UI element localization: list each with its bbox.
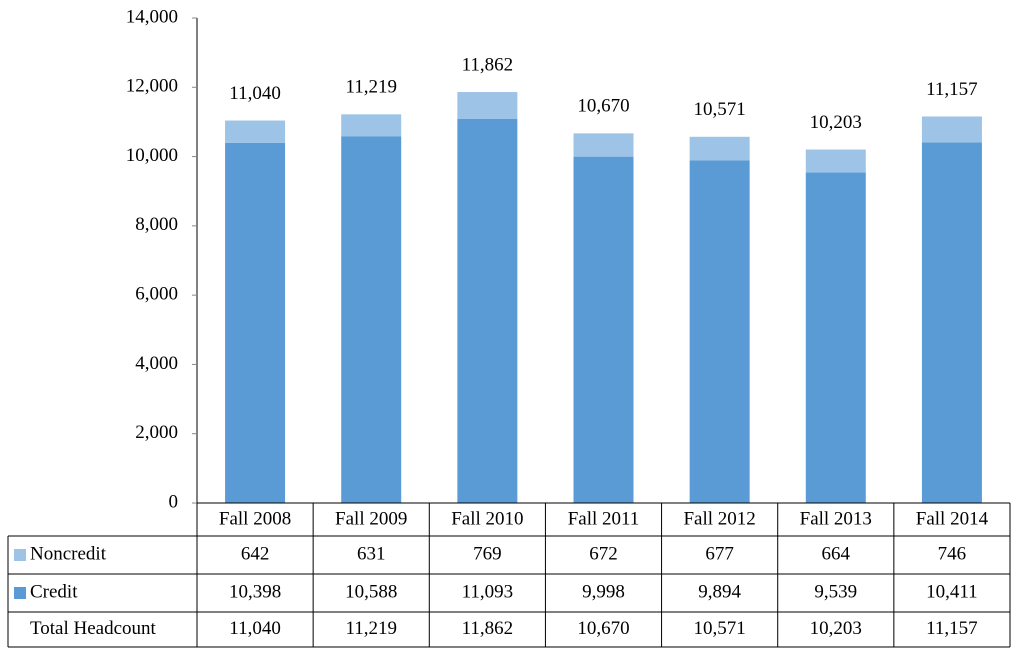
table-cell: 746 xyxy=(938,543,967,564)
bar-segment xyxy=(341,114,402,137)
table-cell: 10,588 xyxy=(345,581,397,602)
bar-segment xyxy=(225,120,286,143)
x-tick-label: Fall 2014 xyxy=(916,508,989,529)
table-cell: 11,040 xyxy=(229,618,281,639)
table-cell: 10,571 xyxy=(694,618,746,639)
bar-segment xyxy=(921,116,982,143)
legend-swatch xyxy=(14,549,26,561)
table-cell: 11,219 xyxy=(345,618,397,639)
total-label: 10,571 xyxy=(694,99,746,120)
y-tick-label: 14,000 xyxy=(126,6,178,27)
total-label: 11,862 xyxy=(462,54,514,75)
table-cell: 10,670 xyxy=(577,618,629,639)
x-tick-label: Fall 2011 xyxy=(568,508,640,529)
table-cell: 642 xyxy=(241,543,270,564)
x-tick-label: Fall 2010 xyxy=(451,508,523,529)
x-tick-label: Fall 2009 xyxy=(335,508,407,529)
table-cell: 10,411 xyxy=(926,581,978,602)
x-tick-label: Fall 2012 xyxy=(683,508,755,529)
legend-swatch xyxy=(14,587,26,599)
bar-segment xyxy=(225,142,286,503)
table-cell: 631 xyxy=(357,543,386,564)
table-cell: 11,862 xyxy=(462,618,514,639)
legend-label: Credit xyxy=(30,581,78,602)
table-cell: 9,998 xyxy=(582,581,625,602)
bar-segment xyxy=(457,92,518,119)
bar-segment xyxy=(341,136,402,504)
bar-segment xyxy=(805,172,866,503)
y-tick-label: 6,000 xyxy=(135,284,178,305)
y-tick-label: 12,000 xyxy=(126,76,178,97)
y-tick-label: 0 xyxy=(169,491,179,512)
bar-segment xyxy=(805,149,866,173)
bar-segment xyxy=(457,118,518,503)
bar-segment xyxy=(573,133,634,157)
bar-segment xyxy=(689,136,750,161)
x-tick-label: Fall 2008 xyxy=(219,508,291,529)
total-label: 11,219 xyxy=(345,77,397,98)
table-cell: 10,398 xyxy=(229,581,281,602)
y-tick-label: 10,000 xyxy=(126,145,178,166)
table-cell: 677 xyxy=(705,543,734,564)
bar-segment xyxy=(921,142,982,503)
total-label: 11,040 xyxy=(229,83,281,104)
table-cell: 11,093 xyxy=(462,581,514,602)
table-cell: 664 xyxy=(822,543,851,564)
table-cell: 9,539 xyxy=(814,581,857,602)
y-tick-label: 4,000 xyxy=(135,353,178,374)
table-cell: 11,157 xyxy=(926,618,978,639)
y-tick-label: 2,000 xyxy=(135,422,178,443)
table-cell: 672 xyxy=(589,543,618,564)
bar-segment xyxy=(689,160,750,503)
y-tick-label: 8,000 xyxy=(135,214,178,235)
bar-segment xyxy=(573,156,634,503)
table-row-label: Total Headcount xyxy=(30,618,157,639)
table-cell: 9,894 xyxy=(698,581,741,602)
x-tick-label: Fall 2013 xyxy=(800,508,872,529)
total-label: 11,157 xyxy=(926,79,978,100)
total-label: 10,670 xyxy=(577,96,629,117)
total-label: 10,203 xyxy=(810,112,862,133)
table-cell: 769 xyxy=(473,543,502,564)
legend-label: Noncredit xyxy=(30,543,107,564)
table-cell: 10,203 xyxy=(810,618,862,639)
